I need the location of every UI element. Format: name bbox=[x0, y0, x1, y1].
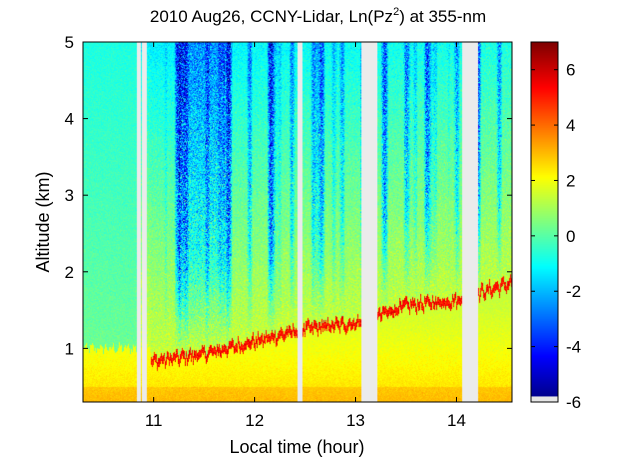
y-axis-ticks: 1 2 3 4 5 bbox=[65, 33, 512, 358]
y-tick-label: 3 bbox=[65, 186, 74, 205]
colorbar: -6 -4 -2 0 2 4 6 bbox=[530, 41, 581, 412]
chart-title: 2010 Aug26, CCNY-Lidar, Ln(Pz2) at 355-n… bbox=[150, 6, 486, 26]
heatmap-image bbox=[83, 42, 512, 402]
x-axis-ticks: 11 12 13 14 bbox=[145, 42, 466, 430]
y-tick-label: 2 bbox=[65, 263, 74, 282]
x-tick-label: 13 bbox=[346, 411, 365, 430]
chart-title-main: 2010 Aug26, CCNY-Lidar, Ln(Pz bbox=[150, 7, 393, 26]
x-axis-label: Local time (hour) bbox=[229, 437, 364, 457]
colorbar-tick-label: -2 bbox=[566, 282, 581, 301]
colorbar-tick-label: 4 bbox=[566, 116, 575, 135]
x-tick-label: 12 bbox=[245, 411, 264, 430]
chart-title-tail: ) at 355-nm bbox=[399, 7, 486, 26]
colorbar-tick-label: -4 bbox=[566, 338, 581, 357]
plot-frame bbox=[82, 41, 513, 403]
chart-title-superscript: 2 bbox=[393, 6, 399, 18]
colorbar-tick-label: 2 bbox=[566, 171, 575, 190]
colorbar-tick-label: 6 bbox=[566, 61, 575, 80]
y-axis-label: Altitude (km) bbox=[33, 171, 53, 272]
colorbar-ticks: -6 -4 -2 0 2 4 6 bbox=[531, 61, 581, 412]
x-tick-label: 14 bbox=[447, 411, 466, 430]
heatmap-plot-area bbox=[82, 41, 513, 403]
colorbar-frame bbox=[530, 41, 559, 403]
y-tick-label: 4 bbox=[65, 110, 74, 129]
y-tick-label: 5 bbox=[65, 33, 74, 52]
x-tick-label: 11 bbox=[145, 411, 163, 430]
y-tick-label: 1 bbox=[65, 339, 74, 358]
colorbar-gradient bbox=[531, 42, 558, 402]
colorbar-tick-label: 0 bbox=[566, 227, 575, 246]
colorbar-tick-label: -6 bbox=[566, 393, 581, 412]
